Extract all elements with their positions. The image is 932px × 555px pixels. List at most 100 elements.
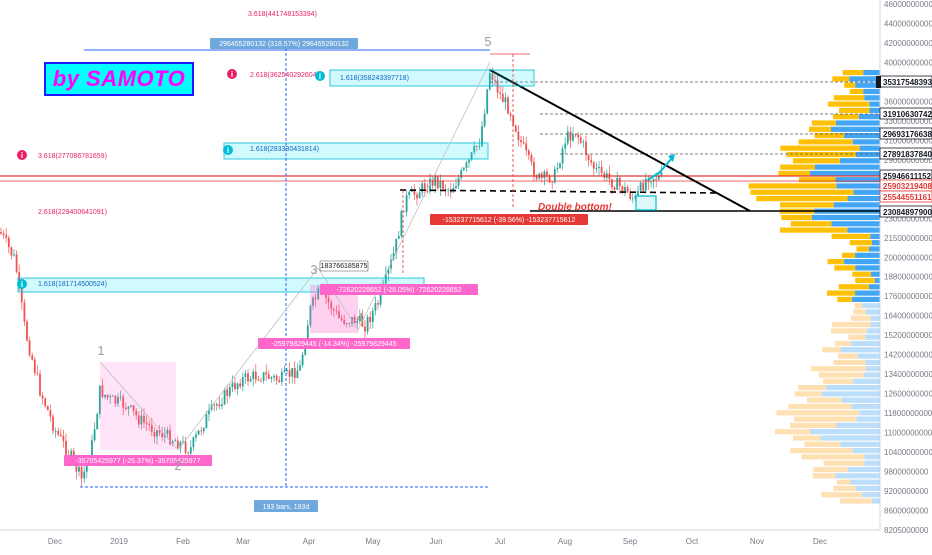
price-label: 259032194085 (883, 182, 932, 191)
candle-body (13, 254, 15, 256)
vp-bar-buy (847, 227, 880, 233)
candle-body (192, 437, 195, 448)
candle-body (96, 413, 99, 430)
candle (234, 377, 236, 392)
candle (49, 404, 52, 422)
candle (556, 162, 559, 173)
flag-pattern (635, 195, 657, 211)
wave-label: 2 (174, 458, 181, 473)
candle (348, 322, 351, 327)
candle-body (15, 254, 18, 273)
candle-body (299, 365, 301, 371)
price-label-box (879, 147, 932, 160)
candle-body (137, 415, 140, 425)
candle-body (455, 186, 457, 189)
vp-bar-buy (870, 315, 880, 321)
candle-body (431, 178, 434, 186)
candle-body (543, 171, 546, 178)
measure-label-box (430, 214, 588, 225)
candle-body (475, 145, 478, 147)
vp-bar-sell (812, 473, 836, 479)
candle-body (62, 435, 65, 441)
candle (109, 393, 112, 404)
candle-body (525, 143, 528, 151)
candle (569, 126, 572, 149)
candle-body (631, 198, 634, 200)
candle-body (600, 167, 603, 174)
candle (517, 125, 520, 147)
candle-body (330, 302, 333, 310)
y-tick-label: 13400000000 (884, 370, 932, 379)
candle (158, 424, 161, 437)
vp-bar-buy (852, 378, 880, 384)
x-tick-label: Sep (623, 537, 638, 546)
candle (577, 132, 580, 145)
vp-bar-buy (833, 202, 880, 208)
candle (153, 426, 156, 444)
candle-body (169, 429, 171, 445)
descending-trendline (489, 69, 751, 212)
pattern-annotation: Double bottom! (538, 202, 613, 213)
candle (364, 320, 366, 339)
candle-body (249, 378, 252, 382)
candle (397, 230, 400, 239)
vp-bar-sell (833, 114, 859, 120)
measure-label: 183766185875 (321, 263, 368, 270)
neckline-dashed (399, 189, 721, 194)
x-tick-label: Jul (495, 537, 505, 546)
measure-label-box (254, 500, 318, 512)
candle-body (579, 137, 582, 143)
candle-body (473, 145, 476, 153)
candle-body (286, 370, 288, 371)
candle-body (429, 178, 431, 192)
candle-body (551, 182, 554, 183)
candle (228, 384, 231, 399)
vp-bar-buy (865, 359, 880, 365)
candle (223, 387, 226, 406)
vp-bar-sell (854, 303, 863, 309)
candle-body (501, 93, 504, 103)
vp-bar-sell (790, 422, 837, 428)
candle-body (470, 152, 473, 160)
candle (338, 304, 340, 319)
candle-body (561, 148, 564, 164)
vp-bar-sell (818, 372, 864, 378)
vp-bar-buy (852, 139, 880, 145)
candle-body (127, 406, 130, 409)
candle-body (31, 355, 34, 360)
y-tick-label: 42000000000 (884, 39, 932, 48)
candle (278, 376, 281, 383)
candle (408, 189, 411, 199)
measure-label-box (319, 260, 369, 272)
vp-bar-sell (792, 435, 821, 441)
info-icon (227, 69, 237, 79)
candle-body (572, 134, 574, 141)
candle-body (98, 385, 101, 414)
candle (2, 230, 5, 240)
x-tick-label: Feb (176, 537, 190, 546)
vp-bar-sell (830, 328, 867, 334)
candle-body (343, 319, 346, 324)
candle-body (80, 466, 83, 479)
candle-body (421, 183, 424, 193)
candle-body (317, 287, 320, 300)
candle-body (273, 375, 275, 378)
candle-body (306, 325, 309, 345)
fib-label: 1.618(181714500524) (38, 281, 107, 288)
candle-body (111, 395, 114, 397)
candle-body (618, 178, 621, 187)
vp-bar-sell (842, 70, 864, 76)
candle (239, 378, 242, 390)
candle (254, 364, 257, 384)
candle-body (358, 315, 361, 322)
y-tick-label: 12600000000 (884, 390, 932, 399)
vp-bar-sell (823, 460, 865, 466)
vp-bar-sell (756, 196, 848, 202)
candle-body (36, 373, 39, 374)
y-tick-label: 29000000000 (884, 156, 932, 165)
candle (400, 209, 403, 239)
candle (52, 413, 54, 435)
candle-body (41, 395, 44, 399)
